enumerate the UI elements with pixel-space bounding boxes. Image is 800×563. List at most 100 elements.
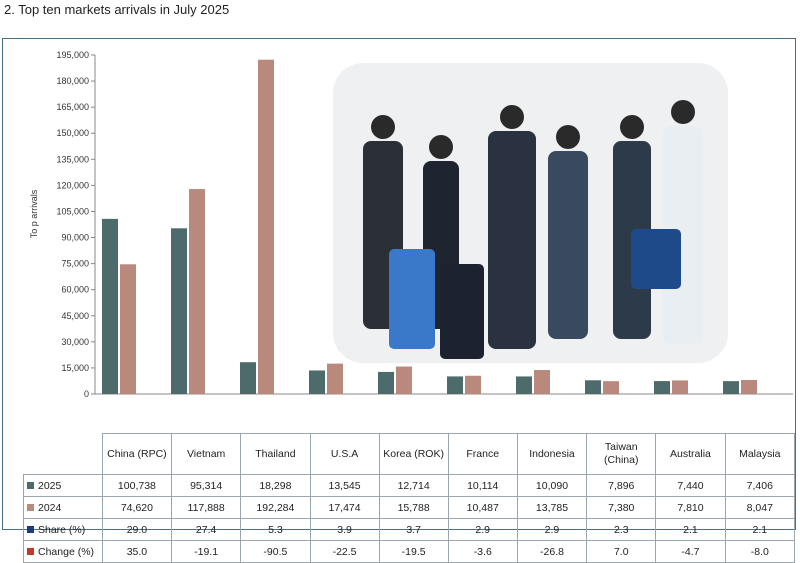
y-tick-label: 195,000 — [56, 50, 89, 60]
row-header: 2025 — [23, 474, 103, 497]
table-cell: 192,284 — [240, 496, 311, 519]
bar-2025 — [723, 381, 739, 394]
table-cell: 17,474 — [309, 496, 380, 519]
legend-swatch — [27, 526, 34, 534]
table-cell: 7,810 — [655, 496, 726, 519]
table-cell: -19.5 — [378, 540, 449, 563]
table-cell: -4.7 — [655, 540, 726, 563]
black-suitcase — [440, 264, 484, 359]
table-cell: 8,047 — [724, 496, 796, 519]
row-label: Share (%) — [38, 523, 86, 536]
table-cell: 2.3 — [586, 518, 657, 541]
table-cell: 13,545 — [309, 474, 380, 497]
table-cell: 3.9 — [309, 518, 380, 541]
category-label: Australia — [655, 433, 726, 475]
table-cell: 10,090 — [516, 474, 588, 497]
category-label: U.S.A — [309, 433, 380, 475]
table-cell: 2.9 — [516, 518, 588, 541]
bars — [102, 59, 757, 395]
bar-2024 — [396, 366, 412, 394]
table-cell: 2.1 — [655, 518, 726, 541]
bar-2025 — [447, 376, 463, 394]
table-cell: 7,440 — [655, 474, 726, 497]
bar-2025 — [585, 380, 601, 394]
table-cell: -19.1 — [171, 540, 242, 563]
table-cell: 35.0 — [101, 540, 173, 563]
category-label: France — [447, 433, 518, 475]
category-label: Malaysia — [724, 433, 796, 475]
table-cell: 100,738 — [101, 474, 173, 497]
table-cell: 5.3 — [240, 518, 311, 541]
table-row: 2025 100,738 95,314 18,298 13,545 12,714 10,11… — [23, 474, 796, 497]
category-label: Taiwan (China) — [586, 433, 657, 475]
table-cell: -3.6 — [447, 540, 518, 563]
table-row: Share (%) 29.0 27.4 5.3 3.9 3.7 2.9 2.9 2.3 2.1 2.… — [23, 518, 796, 541]
category-label: Indonesia — [516, 433, 588, 475]
data-table: China (RPC) Vietnam Thailand U.S.A Korea (RO… — [23, 433, 796, 563]
chart-frame: 0 15,000 30,000 45,000 60,000 75,000 90,000 105… — [2, 38, 796, 563]
category-label: Vietnam — [171, 433, 242, 475]
bar-2024 — [603, 381, 619, 394]
y-tick-label: 15,000 — [61, 363, 89, 373]
table-cell: 7,380 — [586, 496, 657, 519]
row-label: 2024 — [38, 501, 62, 514]
table-cell: 10,114 — [447, 474, 518, 497]
blue-suitcase — [389, 249, 435, 349]
table-cell: 7,896 — [586, 474, 657, 497]
category-label: China (RPC) — [101, 433, 173, 475]
table-row: Change (%) 35.0 -19.1 -90.5 -22.5 -19.5 -3.6 -2… — [23, 540, 796, 563]
row-header: 2024 — [23, 496, 103, 519]
row-header: Change (%) — [23, 540, 103, 563]
table-row: 2024 74,620 117,888 192,284 17,474 15,788 10,4… — [23, 496, 796, 519]
category-label: Thailand — [240, 433, 311, 475]
y-tick-label: 0 — [84, 389, 89, 399]
travelers-photo — [333, 63, 728, 363]
y-tick-label: 60,000 — [61, 285, 89, 295]
category-row: China (RPC) Vietnam Thailand U.S.A Korea (RO… — [23, 433, 796, 475]
table-cell: 7.0 — [586, 540, 657, 563]
bar-2024 — [120, 264, 136, 394]
bar-chart: 0 15,000 30,000 45,000 60,000 75,000 90,000 105… — [29, 50, 793, 399]
bar-2024 — [189, 189, 205, 394]
y-tick-label: 105,000 — [56, 206, 89, 216]
bar-2025 — [378, 371, 394, 394]
row-header: Share (%) — [23, 518, 103, 541]
traveler-figure — [488, 131, 536, 349]
table-cell: 15,788 — [378, 496, 449, 519]
y-tick-label: 180,000 — [56, 76, 89, 86]
bar-2025 — [171, 228, 187, 394]
legend-swatch — [27, 548, 34, 556]
traveler-head — [500, 105, 524, 129]
bar-2025 — [240, 362, 256, 394]
legend-swatch — [27, 482, 34, 490]
table-cell: 7,406 — [724, 474, 796, 497]
table-cell: -22.5 — [309, 540, 380, 563]
table-cell: 2.9 — [447, 518, 518, 541]
traveler-head — [671, 100, 695, 124]
y-tick-label: 165,000 — [56, 102, 89, 112]
traveler-figure — [548, 151, 588, 339]
table-cell: 117,888 — [171, 496, 242, 519]
y-tick-label: 45,000 — [61, 311, 89, 321]
table-cell: 95,314 — [171, 474, 242, 497]
y-tick-label: 150,000 — [56, 128, 89, 138]
y-tick-label: 75,000 — [61, 259, 89, 269]
table-cell: 74,620 — [101, 496, 173, 519]
bar-2024 — [534, 370, 550, 394]
table-cell: 2.1 — [724, 518, 796, 541]
traveler-head — [556, 125, 580, 149]
table-cell: 12,714 — [378, 474, 449, 497]
y-axis-label: To p arrivals — [29, 189, 39, 238]
blue-bag — [631, 229, 681, 289]
row-label: 2025 — [38, 479, 62, 492]
table-cell: 13,785 — [516, 496, 588, 519]
table-cell: -8.0 — [724, 540, 796, 563]
table-corner — [23, 433, 103, 475]
y-tick-label: 135,000 — [56, 154, 89, 164]
bar-2024 — [258, 59, 274, 395]
table-cell: 27.4 — [171, 518, 242, 541]
bar-2024 — [741, 380, 757, 394]
bar-2025 — [654, 381, 670, 394]
traveler-head — [371, 115, 395, 139]
traveler-head — [429, 135, 453, 159]
